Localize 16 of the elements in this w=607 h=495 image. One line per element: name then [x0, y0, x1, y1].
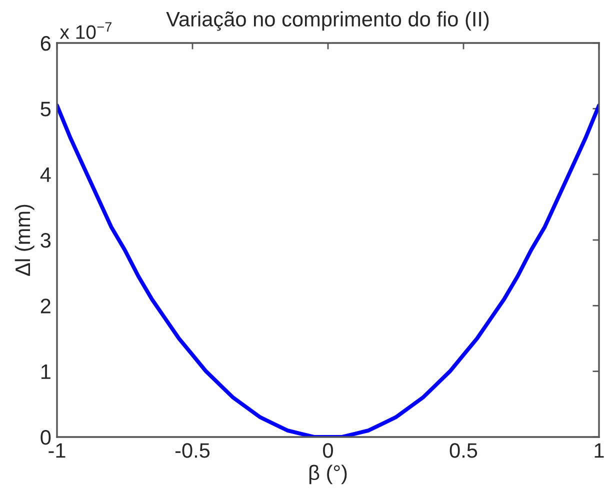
x-tick-label: 1 [594, 443, 604, 458]
y-tick-label: 0 [40, 430, 51, 445]
y-tick-label: 5 [40, 102, 51, 116]
y-tick-label: 4 [40, 168, 51, 182]
x-tick-label: 0 [323, 443, 333, 458]
y-tick-label: 2 [40, 298, 50, 314]
text: x 10$^{−7}$ [60, 22, 112, 39]
chart-title: Variação no comprimento do fio (II) [166, 11, 489, 31]
y-tick-label: 6 [40, 36, 51, 51]
x-tick-label: -1 [48, 443, 66, 458]
y-axis-title: Δl (mm) [14, 204, 34, 276]
y-tick-label: 1 [41, 364, 50, 379]
x-axis-title: β (°) [309, 464, 347, 484]
x-tick-label: 0.5 [450, 443, 478, 458]
x-tick-label: -0.5 [175, 443, 210, 458]
y-tick-label: 3 [40, 233, 51, 248]
